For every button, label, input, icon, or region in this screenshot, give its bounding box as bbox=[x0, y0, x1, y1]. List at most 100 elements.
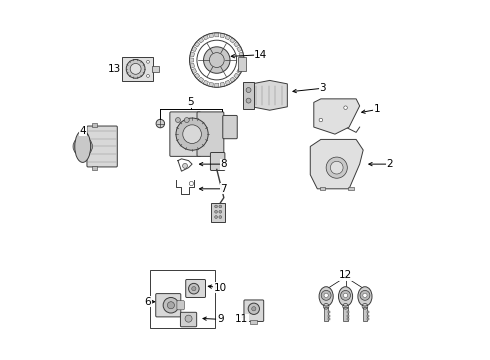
Polygon shape bbox=[225, 80, 230, 85]
Bar bbox=[92, 166, 97, 170]
Circle shape bbox=[330, 161, 343, 174]
Circle shape bbox=[248, 303, 260, 314]
Text: 5: 5 bbox=[187, 98, 194, 107]
Circle shape bbox=[341, 291, 350, 300]
Circle shape bbox=[192, 287, 196, 291]
Polygon shape bbox=[209, 33, 214, 38]
Circle shape bbox=[219, 216, 221, 219]
Circle shape bbox=[184, 118, 189, 122]
Polygon shape bbox=[220, 82, 225, 87]
FancyBboxPatch shape bbox=[223, 116, 237, 139]
Bar bbox=[324, 307, 328, 321]
Circle shape bbox=[73, 137, 93, 156]
Bar bbox=[92, 123, 97, 127]
Bar bbox=[250, 320, 257, 324]
Bar bbox=[150, 270, 215, 328]
FancyBboxPatch shape bbox=[177, 301, 184, 310]
Circle shape bbox=[185, 315, 192, 322]
Circle shape bbox=[183, 163, 188, 168]
Text: 13: 13 bbox=[108, 64, 121, 74]
Circle shape bbox=[215, 210, 218, 213]
Bar bbox=[367, 318, 369, 320]
Ellipse shape bbox=[358, 287, 372, 306]
Polygon shape bbox=[194, 73, 200, 79]
Circle shape bbox=[156, 119, 165, 128]
Bar bbox=[151, 66, 159, 72]
Bar bbox=[348, 187, 354, 189]
Circle shape bbox=[319, 118, 322, 122]
Polygon shape bbox=[190, 58, 194, 62]
Circle shape bbox=[203, 47, 230, 73]
Text: 14: 14 bbox=[254, 50, 268, 60]
Polygon shape bbox=[230, 77, 235, 83]
Bar bbox=[328, 315, 330, 317]
Circle shape bbox=[360, 291, 370, 300]
FancyBboxPatch shape bbox=[244, 300, 264, 321]
Bar bbox=[243, 82, 254, 109]
Circle shape bbox=[321, 291, 331, 300]
Bar bbox=[320, 187, 325, 189]
Polygon shape bbox=[203, 35, 208, 40]
Circle shape bbox=[130, 63, 141, 74]
FancyBboxPatch shape bbox=[210, 153, 225, 171]
Polygon shape bbox=[234, 73, 240, 79]
Text: 9: 9 bbox=[217, 314, 223, 324]
Circle shape bbox=[126, 59, 145, 78]
Circle shape bbox=[219, 210, 221, 213]
Bar bbox=[238, 57, 246, 71]
Bar bbox=[347, 315, 349, 317]
Bar bbox=[328, 311, 330, 313]
Circle shape bbox=[147, 60, 149, 63]
Bar bbox=[347, 318, 349, 320]
FancyBboxPatch shape bbox=[197, 112, 224, 156]
Circle shape bbox=[183, 125, 201, 143]
Circle shape bbox=[215, 216, 218, 219]
Bar bbox=[363, 307, 367, 321]
Polygon shape bbox=[198, 77, 204, 83]
Polygon shape bbox=[310, 139, 363, 189]
FancyBboxPatch shape bbox=[87, 126, 117, 167]
Circle shape bbox=[246, 98, 251, 103]
FancyBboxPatch shape bbox=[180, 312, 196, 327]
Polygon shape bbox=[220, 33, 225, 38]
Polygon shape bbox=[209, 82, 214, 87]
FancyBboxPatch shape bbox=[156, 294, 181, 317]
Text: 2: 2 bbox=[386, 159, 393, 169]
Circle shape bbox=[324, 293, 328, 297]
Bar bbox=[328, 318, 330, 320]
Circle shape bbox=[344, 106, 347, 109]
Text: 1: 1 bbox=[374, 104, 381, 114]
Polygon shape bbox=[190, 52, 195, 57]
Text: 6: 6 bbox=[145, 297, 151, 307]
Polygon shape bbox=[215, 33, 219, 37]
Polygon shape bbox=[240, 58, 244, 62]
Polygon shape bbox=[239, 52, 244, 57]
Circle shape bbox=[219, 205, 221, 208]
Polygon shape bbox=[252, 80, 287, 110]
Text: 11: 11 bbox=[235, 314, 248, 324]
Circle shape bbox=[163, 297, 179, 313]
Ellipse shape bbox=[319, 287, 333, 306]
Polygon shape bbox=[190, 63, 195, 68]
Polygon shape bbox=[203, 80, 208, 85]
Polygon shape bbox=[225, 35, 230, 40]
FancyBboxPatch shape bbox=[170, 112, 200, 156]
Ellipse shape bbox=[75, 131, 91, 162]
Text: 8: 8 bbox=[220, 159, 227, 169]
Circle shape bbox=[175, 118, 180, 122]
Circle shape bbox=[168, 302, 174, 309]
Polygon shape bbox=[230, 37, 235, 43]
Text: 7: 7 bbox=[220, 184, 227, 194]
Bar bbox=[367, 315, 369, 317]
Text: 4: 4 bbox=[79, 126, 86, 136]
Circle shape bbox=[343, 293, 348, 297]
Polygon shape bbox=[234, 41, 240, 47]
Circle shape bbox=[189, 283, 199, 294]
Text: 10: 10 bbox=[214, 283, 227, 293]
Circle shape bbox=[176, 118, 208, 150]
Ellipse shape bbox=[339, 287, 353, 306]
Polygon shape bbox=[194, 41, 200, 47]
Text: 12: 12 bbox=[339, 270, 352, 280]
Polygon shape bbox=[237, 46, 242, 51]
Polygon shape bbox=[192, 46, 196, 51]
